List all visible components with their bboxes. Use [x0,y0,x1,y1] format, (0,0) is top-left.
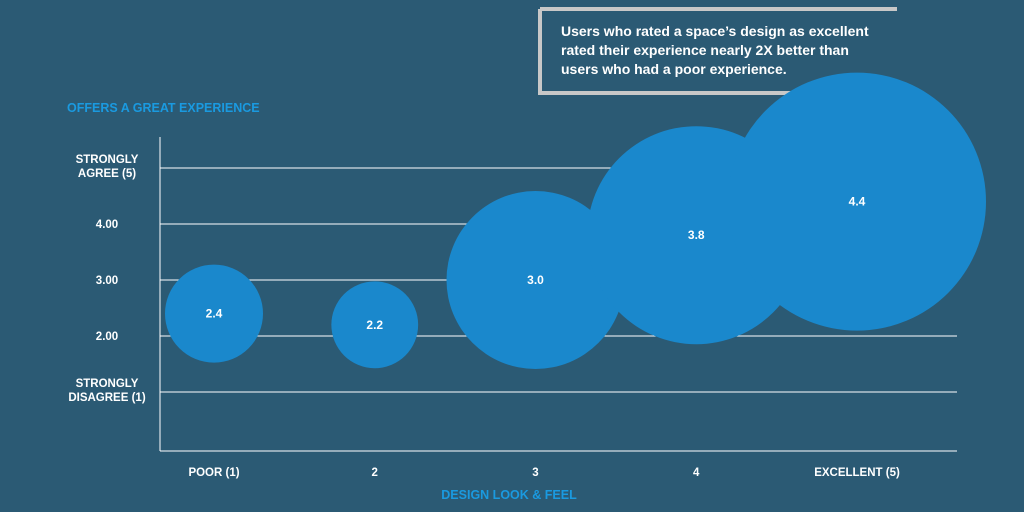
bubble-value-label: 4.4 [849,195,866,209]
x-tick-label: 4 [693,467,700,479]
y-tick-label: STRONGLY [76,378,139,390]
x-tick-label: POOR (1) [188,467,239,479]
bubble [331,281,419,369]
y-tick-label: STRONGLY [76,154,139,166]
callout-line-1: Users who rated a space’s design as exce… [561,23,869,39]
callout-line-3: users who had a poor experience. [561,61,787,77]
bubble-value-label: 2.4 [206,307,223,321]
bubble-value-label: 3.0 [527,273,544,287]
bubble [728,72,986,331]
bubble-value-label: 2.2 [366,318,383,332]
y-tick-label: 4.00 [96,219,118,231]
y-tick-label: 3.00 [96,275,118,287]
x-axis-title: DESIGN LOOK & FEEL [441,488,577,502]
callout-line-2: rated their experience nearly 2X better … [561,42,849,58]
y-tick-label: AGREE (5) [78,168,136,180]
x-tick-label: EXCELLENT (5) [814,467,900,479]
bubble [446,191,625,369]
x-tick-label: 2 [372,467,378,479]
x-tick-label: 3 [532,467,538,479]
bubble-value-label: 3.8 [688,228,705,242]
y-tick-label: DISAGREE (1) [68,392,145,404]
y-tick-label: 2.00 [96,331,118,343]
bubble [165,264,263,363]
y-axis-title: OFFERS A GREAT EXPERIENCE [67,101,260,115]
